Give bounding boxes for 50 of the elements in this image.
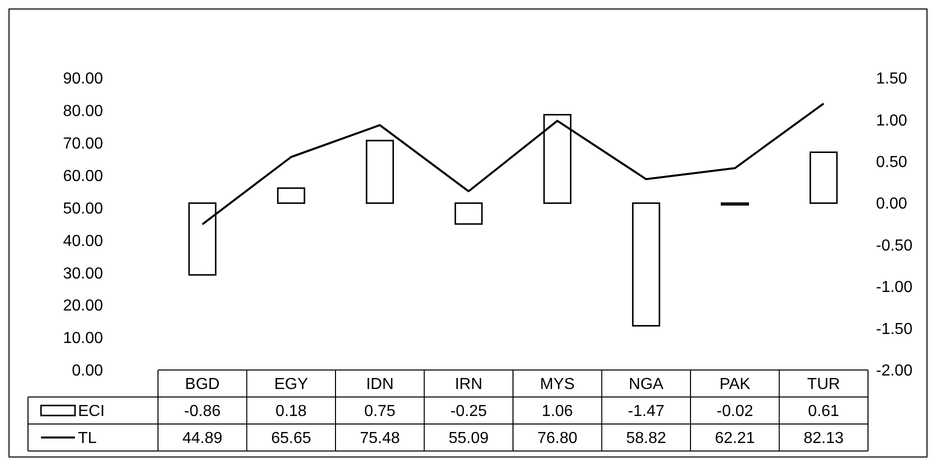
y2-tick-label: 1.50: [876, 70, 908, 88]
legend-label: ECI: [78, 403, 105, 420]
data-label: 82.13: [804, 430, 844, 448]
y-tick-label: 0.00: [72, 362, 104, 380]
bar: [454, 202, 483, 225]
y-tick-label: 10.00: [62, 330, 104, 348]
y-tick-label: 20.00: [62, 298, 104, 315]
data-label: 62.21: [714, 430, 755, 448]
data-label: 1.06: [542, 403, 574, 420]
x-tick-label: NGA: [628, 376, 664, 394]
bar: [277, 187, 306, 204]
x-tick-label: TUR: [807, 376, 840, 394]
y2-tick-label: -2.00: [876, 362, 913, 380]
y-tick-label: 30.00: [62, 265, 104, 282]
data-label: 65.65: [271, 430, 312, 448]
y2-tick-label: 1.00: [876, 112, 908, 130]
data-label: 0.75: [364, 403, 396, 420]
data-label: 55.09: [448, 430, 489, 448]
x-tick-label: PAK: [719, 376, 751, 394]
data-label: 0.61: [808, 403, 840, 420]
data-label: 76.80: [537, 430, 578, 448]
data-label: -0.25: [450, 403, 487, 420]
data-label: 0.18: [276, 403, 307, 420]
data-label: -0.86: [184, 403, 221, 420]
data-label: -0.02: [716, 403, 754, 420]
bar: [366, 140, 394, 204]
y-tick-label: 90.00: [62, 70, 104, 88]
y-tick-label: 60.00: [62, 168, 104, 185]
x-tick-label: MYS: [540, 376, 575, 394]
data-label: -1.47: [628, 403, 664, 420]
data-label: 75.48: [360, 430, 400, 448]
y-tick-label: 80.00: [62, 103, 104, 120]
x-tick-label: IDN: [366, 376, 394, 394]
data-label: 44.89: [182, 430, 222, 448]
y2-tick-label: 0.50: [876, 154, 908, 172]
bar: [632, 202, 660, 327]
y2-tick-label: 0.00: [876, 196, 908, 213]
bar: [810, 152, 838, 204]
y2-tick-label: -1.50: [876, 320, 913, 338]
y2-tick-label: -1.00: [876, 279, 913, 296]
x-tick-label: EGY: [274, 376, 308, 394]
bar: [543, 114, 572, 204]
y2-tick-label: -0.50: [876, 237, 913, 254]
y-tick-label: 40.00: [62, 232, 104, 250]
y-tick-label: 70.00: [62, 135, 104, 152]
x-tick-label: IRN: [454, 376, 482, 394]
y-tick-label: 50.00: [62, 200, 104, 218]
x-tick-label: BGD: [185, 376, 220, 394]
legend-label: TL: [78, 430, 97, 448]
data-label: 58.82: [626, 430, 666, 448]
